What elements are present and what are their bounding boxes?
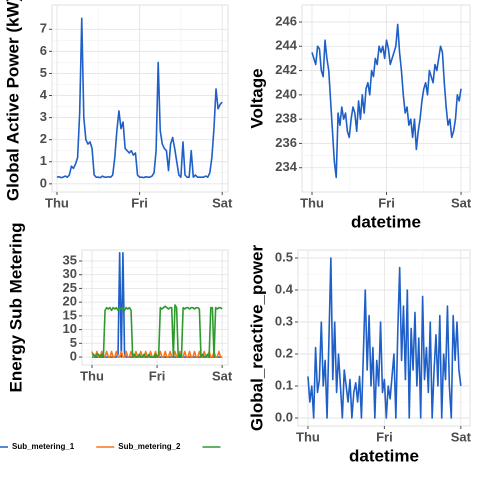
x-axis-title: datetime	[351, 212, 421, 231]
y-tick-label: 25	[63, 280, 77, 295]
y-tick-label: 10	[63, 321, 77, 336]
data-line	[311, 23, 462, 179]
x-tick-label: Fri	[131, 195, 148, 210]
x-tick-label: Fri	[149, 368, 166, 383]
y-tick-label: 0	[40, 175, 47, 190]
panel: 0.0 0.1 0.2 0.3 0.4 0.5 Thu Fri Sat datetime Globa…	[247, 245, 471, 466]
y-axis-title: Energy Sub Metering	[6, 222, 25, 392]
y-tick-label: 244	[275, 38, 297, 53]
y-tick-label: 5	[70, 335, 77, 350]
y-tick-label: 234	[275, 159, 297, 174]
y-tick-label: 240	[275, 86, 297, 101]
y-tick-label: 0.5	[275, 249, 293, 264]
x-tick-label: Sat	[451, 195, 472, 210]
y-tick-label: 20	[63, 294, 77, 309]
x-tick-label: Sat	[212, 195, 233, 210]
x-tick-label: Sat	[451, 429, 472, 444]
panel: 234 236 238 240 242 244 246 Thu Fri Sat datetime Vo…	[247, 4, 472, 231]
x-tick-label: Fri	[376, 429, 393, 444]
y-tick-label: 7	[40, 21, 47, 36]
x-tick-label: Fri	[378, 195, 395, 210]
y-tick-label: 0.2	[275, 345, 293, 360]
y-tick-label: 15	[63, 307, 77, 322]
y-tick-label: 0.1	[275, 377, 293, 392]
y-tick-label: 0.0	[275, 409, 293, 424]
y-tick-label: 2	[40, 131, 47, 146]
x-tick-label: Sat	[212, 368, 233, 383]
y-tick-label: 6	[40, 43, 47, 58]
x-tick-label: Thu	[300, 195, 324, 210]
data-line	[92, 304, 223, 358]
y-tick-label: 0	[70, 348, 77, 363]
x-tick-label: Thu	[296, 429, 320, 444]
data-line	[56, 17, 223, 179]
legend-label: Sub_metering_2	[118, 442, 181, 451]
y-tick-label: 246	[275, 13, 297, 28]
y-axis-title: Voltage	[247, 68, 266, 128]
y-axis-title: Global Active Power (kW)	[3, 0, 22, 201]
panel: 0 1 2 3 4 5 6 7 Thu Fri Sat Global Active Power (kW…	[3, 0, 233, 210]
y-tick-label: 4	[40, 87, 48, 102]
data-line	[307, 257, 462, 419]
y-tick-label: 30	[63, 266, 77, 281]
legend: Sub_metering_1 Sub_metering_2	[0, 442, 221, 451]
y-tick-label: 0.4	[275, 281, 294, 296]
y-tick-label: 35	[63, 252, 77, 267]
y-tick-label: 242	[275, 62, 297, 77]
legend-label: Sub_metering_1	[12, 442, 75, 451]
y-axis-title: Global_reactive_power	[247, 245, 266, 432]
y-tick-label: 236	[275, 135, 297, 150]
y-tick-label: 1	[40, 153, 47, 168]
x-axis-title: datetime	[349, 446, 419, 465]
y-tick-label: 3	[40, 109, 47, 124]
x-tick-label: Thu	[80, 368, 104, 383]
y-tick-label: 238	[275, 111, 297, 126]
x-tick-label: Thu	[45, 195, 69, 210]
y-tick-label: 5	[40, 65, 47, 80]
y-tick-label: 0.3	[275, 313, 293, 328]
